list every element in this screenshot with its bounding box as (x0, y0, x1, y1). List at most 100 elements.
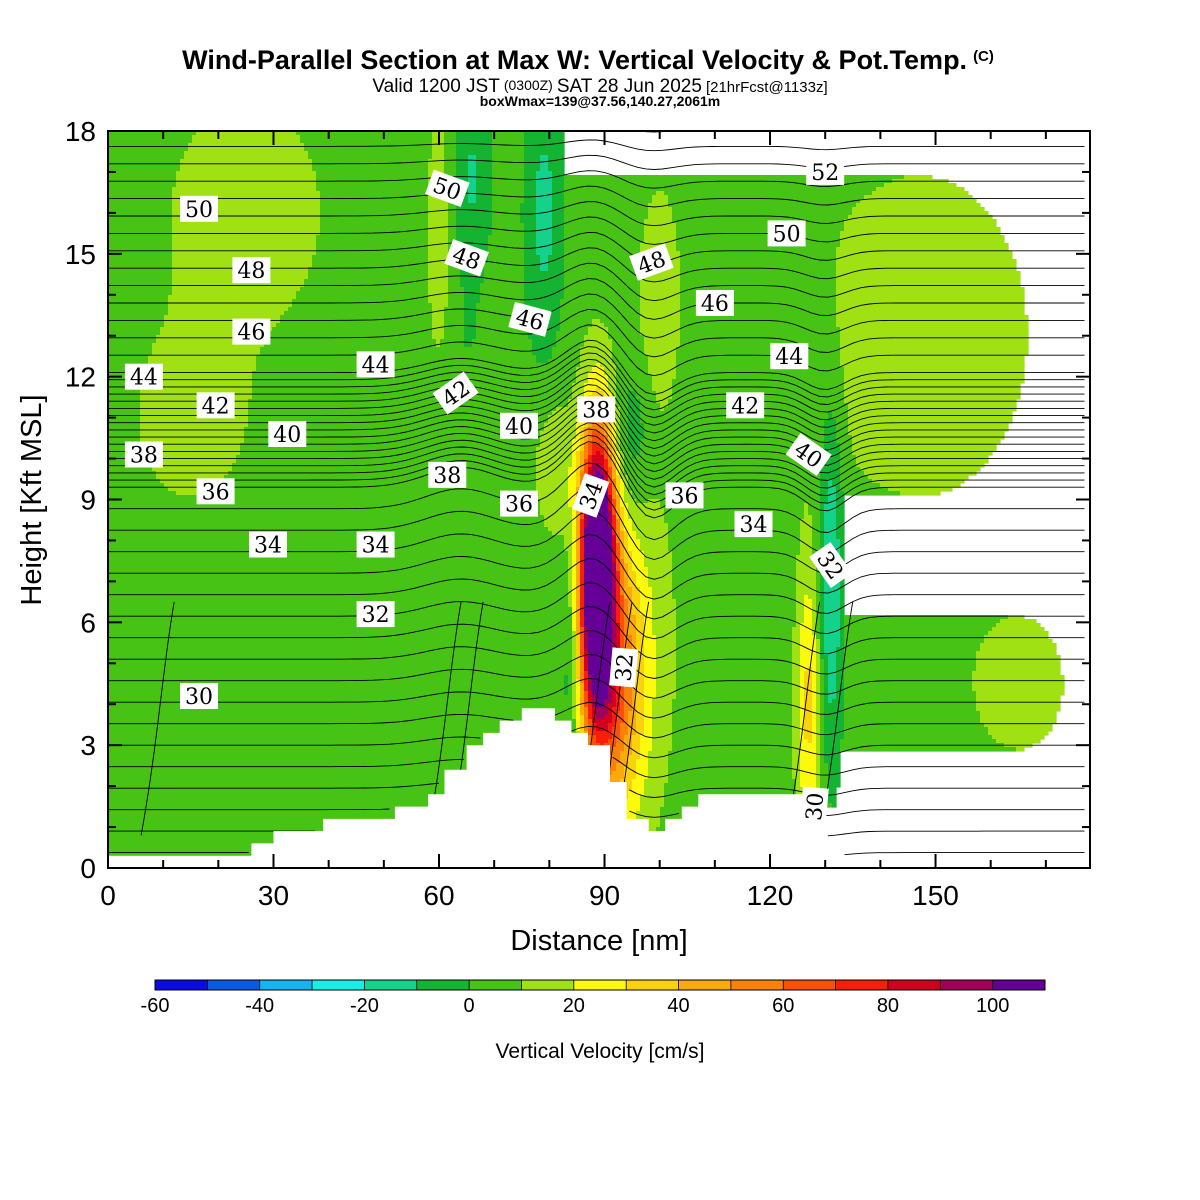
w-cell (108, 307, 169, 312)
w-cell (584, 727, 589, 732)
w-cell (564, 539, 573, 544)
w-cell (812, 683, 817, 688)
w-cell (636, 699, 645, 704)
w-cell (456, 147, 493, 152)
w-cell (656, 663, 677, 668)
w-cell (628, 475, 821, 480)
w-cell (588, 423, 593, 428)
w-cell (616, 511, 621, 516)
w-cell (628, 391, 637, 396)
contour-label: 44 (770, 343, 809, 370)
w-cell (820, 471, 841, 476)
w-cell (616, 639, 621, 644)
w-cell (652, 619, 677, 624)
w-cell (428, 263, 449, 268)
w-cell (276, 323, 433, 328)
w-cell (676, 247, 837, 252)
w-cell (836, 535, 845, 540)
w-cell (624, 711, 629, 716)
w-cell (668, 199, 861, 204)
w-cell (320, 223, 429, 228)
contour-label-text: 42 (202, 394, 230, 419)
w-cell (836, 439, 853, 444)
w-cell (668, 771, 793, 776)
w-cell (564, 275, 641, 280)
w-cell (444, 331, 465, 336)
w-cell (580, 619, 585, 624)
w-cell (572, 447, 581, 452)
w-cell (652, 719, 673, 724)
w-cell (596, 699, 605, 704)
w-cell (144, 379, 253, 384)
w-cell (624, 567, 629, 572)
w-cell (828, 667, 837, 672)
w-cell (612, 579, 617, 584)
theta-contour (108, 247, 1085, 283)
w-cell (612, 635, 617, 640)
w-cell (564, 215, 649, 220)
w-cell (820, 743, 825, 748)
w-cell (612, 583, 617, 588)
w-cell (620, 807, 641, 812)
contour-label-box (180, 195, 218, 222)
w-cell (172, 223, 321, 228)
w-cell (828, 771, 841, 776)
w-cell (588, 739, 593, 744)
w-cell (580, 711, 585, 716)
w-cell (108, 351, 153, 356)
w-cell (848, 431, 1005, 436)
w-cell (616, 467, 621, 472)
w-cell (108, 427, 141, 432)
w-cell (848, 215, 993, 220)
w-cell (632, 603, 641, 608)
w-cell (564, 263, 641, 268)
w-cell (540, 503, 569, 508)
w-cell (820, 591, 825, 596)
w-cell (852, 439, 1001, 444)
w-cell (580, 583, 585, 588)
w-cell (844, 715, 981, 720)
w-cell (612, 543, 617, 548)
w-cell (108, 671, 573, 676)
w-cell (584, 627, 589, 632)
w-cell (592, 447, 605, 452)
w-cell (632, 491, 821, 496)
w-cell (492, 167, 525, 172)
w-cell (108, 579, 569, 584)
w-cell (540, 499, 569, 504)
w-cell (592, 475, 605, 480)
w-cell (800, 771, 817, 776)
w-cell (628, 623, 637, 628)
w-cell (840, 551, 845, 556)
w-cell (620, 495, 625, 500)
w-cell (584, 671, 589, 676)
w-cell (612, 343, 645, 348)
w-cell (444, 335, 465, 340)
w-cell (584, 443, 589, 448)
colorbar-tick-label: -20 (350, 995, 379, 1017)
w-cell (792, 743, 801, 748)
w-cell (108, 583, 569, 588)
w-cell (308, 275, 429, 280)
w-cell (816, 727, 821, 732)
w-cell (812, 735, 817, 740)
w-cell (984, 639, 1053, 644)
theta-contour (108, 654, 1085, 699)
w-cell (828, 675, 837, 680)
w-cell (616, 551, 621, 556)
w-cell (108, 759, 577, 764)
w-cell (608, 695, 613, 700)
w-cell (628, 407, 641, 412)
w-cell (296, 291, 429, 296)
w-cell (644, 683, 657, 688)
w-cell (316, 243, 429, 248)
w-cell (668, 775, 793, 780)
w-cell (624, 591, 633, 596)
w-cell (108, 607, 573, 612)
w-cell (580, 427, 585, 432)
w-cell (576, 551, 581, 556)
w-cell (252, 383, 573, 388)
w-cell (108, 475, 157, 480)
w-cell (588, 635, 613, 640)
w-cell (616, 439, 621, 444)
